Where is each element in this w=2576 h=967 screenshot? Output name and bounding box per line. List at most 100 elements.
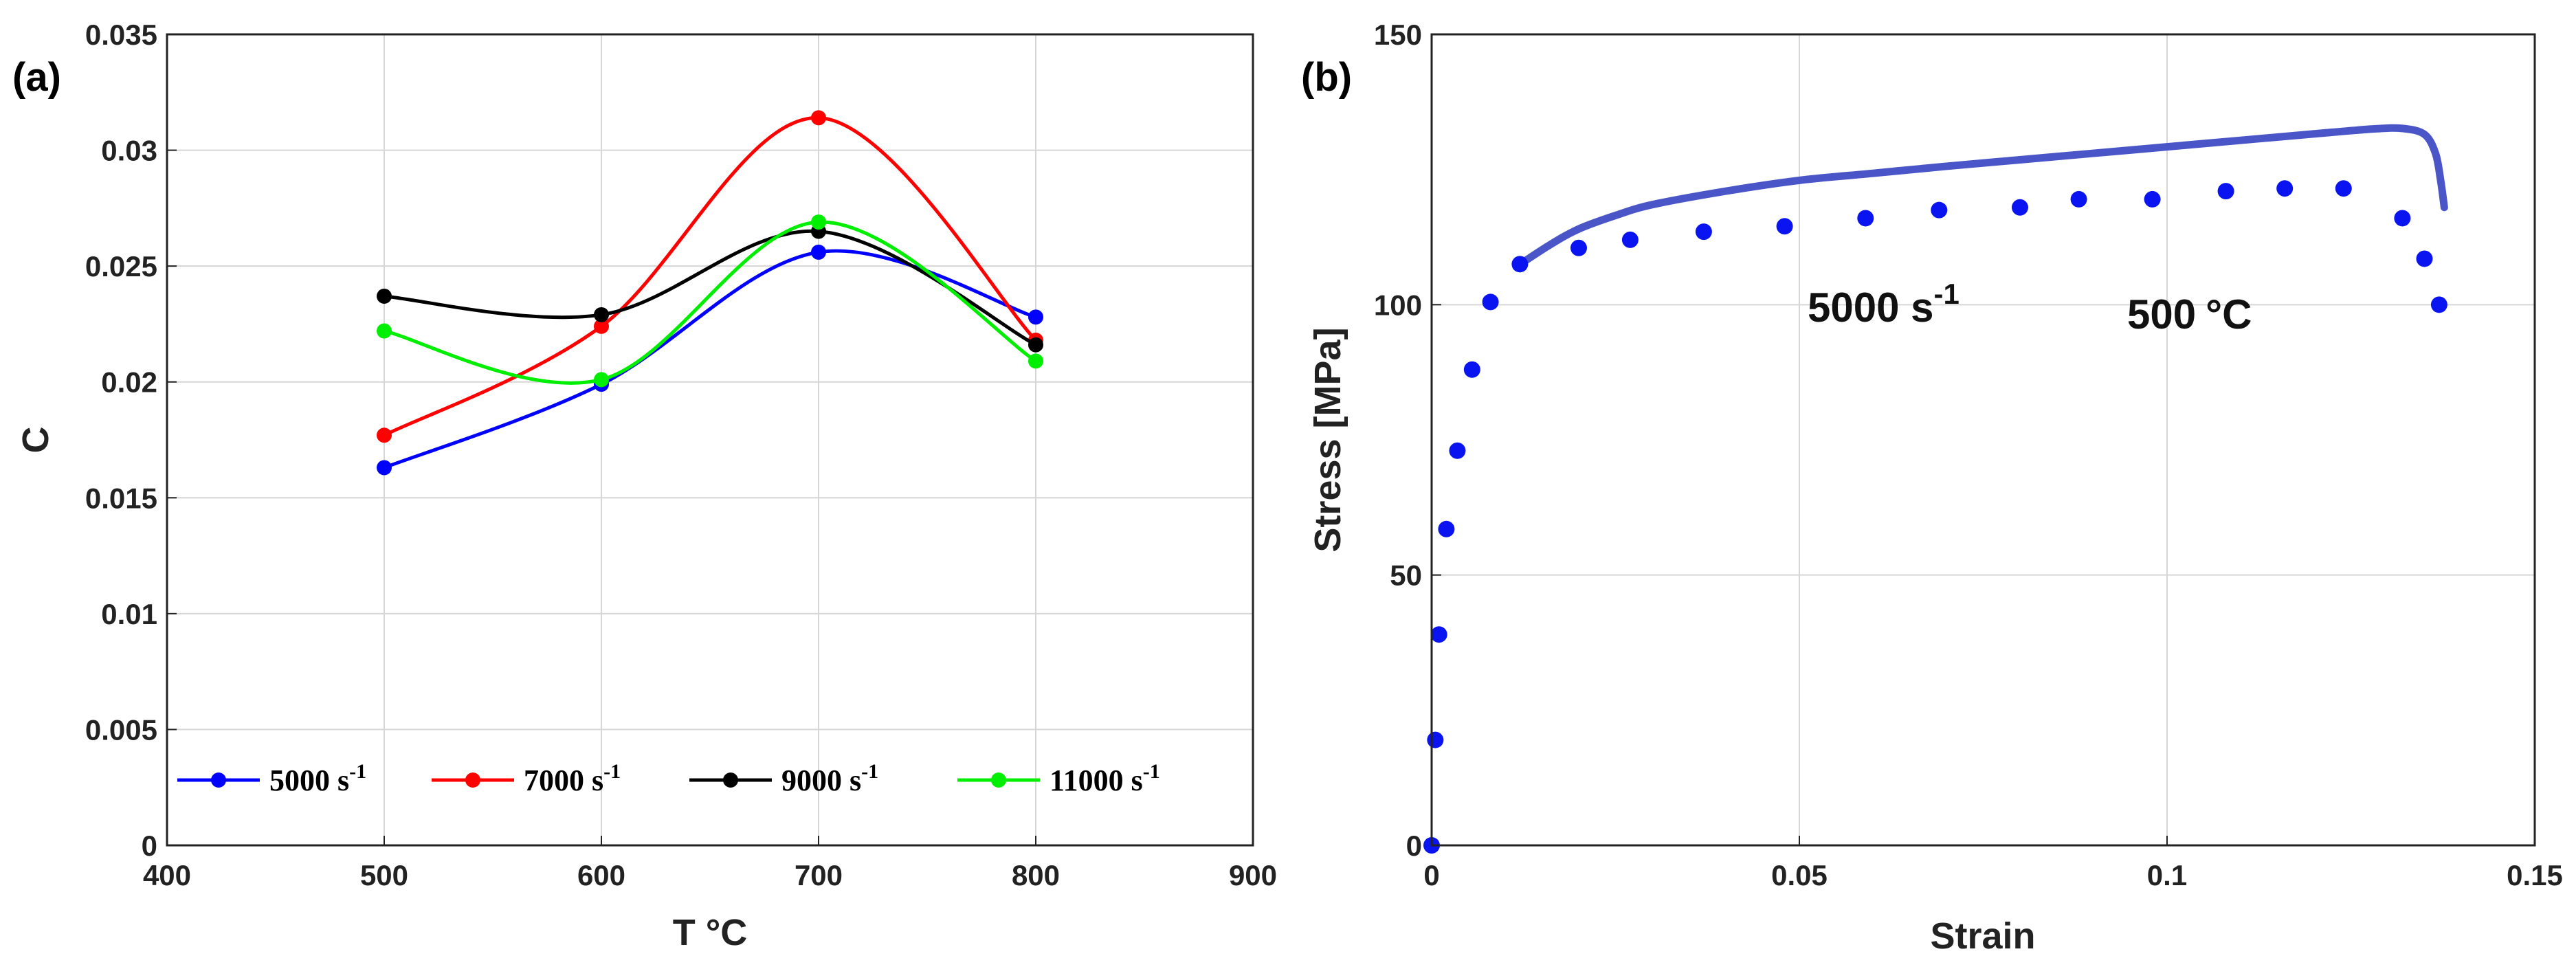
panel-a-y-ticks: 0 0.005 0.01 0.015 0.02 0.025 0.03 0.035 [85, 19, 177, 862]
annotation-temperature-unit: °C [2206, 291, 2252, 337]
series-point-experiment [1570, 239, 1587, 256]
series-point-11000 [1028, 353, 1043, 369]
panel-b: (b) 0 0.05 0.1 0.15 0 50 100 150 Strain Stress… [1301, 19, 2563, 957]
series-point-experiment [2012, 199, 2028, 216]
panel-a-x-ticks: 400 500 600 700 800 900 [143, 836, 1277, 891]
series-point-experiment [2070, 190, 2087, 208]
panel-a-y-tick-label: 0.01 [101, 598, 157, 630]
panel-b-x-ticks: 0 0.05 0.1 0.15 [1423, 836, 2563, 891]
panel-b-x-tick-label: 0.15 [2507, 859, 2563, 891]
series-point-7000 [377, 427, 392, 443]
panel-a-y-tick-label: 0 [142, 830, 157, 862]
series-point-experiment [2430, 296, 2447, 313]
legend-rate-value: 5000 s [269, 764, 349, 797]
series-line-model [1512, 124, 2448, 271]
series-line-11000 [384, 220, 1037, 385]
panel-b-y-tick-label: 100 [1374, 289, 1422, 321]
series-point-11000 [811, 214, 826, 230]
series-line-5000 [384, 249, 1036, 469]
series-point-experiment [2335, 180, 2352, 197]
legend-rate-exponent: -1 [603, 760, 621, 783]
series-point-5000 [811, 244, 826, 260]
series-point-experiment [2416, 250, 2433, 267]
series-point-5000 [1028, 309, 1043, 325]
annotation-strain-rate-exponent: -1 [1934, 278, 1959, 310]
legend-rate-exponent: -1 [1143, 760, 1160, 783]
panel-b-x-label: Strain [1930, 915, 2035, 957]
panel-b-y-label: Stress [MPa] [1307, 327, 1348, 552]
panel-a-x-tick-label: 700 [795, 859, 843, 891]
panel-b-y-tick-label: 150 [1374, 19, 1422, 51]
panel-b-y-tick-label: 50 [1390, 559, 1422, 592]
panel-b-x-tick-label: 0.1 [2147, 859, 2187, 891]
legend-marker-5000 [211, 773, 226, 788]
series-point-7000 [811, 110, 826, 126]
panel-a-x-tick-label: 400 [143, 859, 191, 891]
panel-b-y-tick-label: 0 [1406, 830, 1422, 862]
legend-label-11000: 11000 s-1 [1050, 760, 1160, 797]
panel-b-plot-frame [1430, 33, 2536, 847]
panel-a-series [377, 110, 1043, 476]
panel-b-series [1423, 124, 2448, 854]
series-point-experiment [2217, 183, 2234, 200]
panel-b-y-ticks: 0 50 100 150 [1374, 19, 1441, 862]
series-point-experiment [2394, 210, 2411, 227]
series-point-experiment [1430, 626, 1447, 643]
series-point-7000 [594, 318, 609, 334]
series-point-experiment [1482, 293, 1499, 311]
series-point-experiment [1511, 256, 1529, 273]
series-point-experiment [2144, 190, 2161, 208]
series-line-9000 [384, 229, 1037, 346]
panel-a-y-tick-label: 0.02 [101, 366, 157, 399]
legend-label-7000: 7000 s-1 [524, 760, 621, 797]
panel-a-y-tick-label: 0.025 [85, 250, 157, 282]
panel-a-label: (a) [12, 55, 61, 100]
annotation-strain-rate: 5000 s-1 [1808, 278, 1959, 331]
panel-a-x-label: T °C [673, 912, 748, 953]
panel-a-legend: 5000 s-1 7000 s-1 9000 s-1 11000 s-1 [177, 760, 1160, 797]
legend-marker-9000 [723, 773, 738, 788]
panel-a-y-tick-label: 0.005 [85, 713, 157, 746]
legend-rate-exponent: -1 [349, 760, 366, 783]
panel-b-x-tick-label: 0.05 [1771, 859, 1828, 891]
series-point-9000 [1028, 337, 1043, 353]
series-point-experiment [1931, 201, 1948, 219]
series-point-experiment [1463, 361, 1480, 378]
legend-marker-7000 [465, 773, 480, 788]
series-line-7000 [383, 115, 1037, 437]
panel-a-x-tick-label: 500 [360, 859, 408, 891]
legend-marker-11000 [991, 773, 1006, 788]
panel-a-x-tick-label: 900 [1229, 859, 1277, 891]
series-point-11000 [377, 323, 392, 339]
panel-a-y-tick-label: 0.035 [85, 19, 157, 51]
annotation-temperature-value: 500 [2127, 291, 2196, 337]
panel-a-y-tick-label: 0.03 [101, 135, 157, 167]
series-point-9000 [377, 288, 392, 304]
series-point-experiment [1695, 223, 1712, 241]
series-point-experiment [1427, 731, 1444, 748]
series-point-experiment [1776, 218, 1793, 235]
panel-a-y-label: C [15, 427, 56, 454]
panel-b-x-tick-label: 0 [1423, 859, 1439, 891]
series-point-experiment [1449, 442, 1466, 459]
series-point-9000 [594, 307, 609, 322]
series-point-experiment [1438, 520, 1455, 537]
annotation-temperature: 500 °C [2127, 291, 2252, 337]
panel-a-x-tick-label: 800 [1012, 859, 1060, 891]
series-point-experiment [1857, 210, 1874, 227]
panel-b-label: (b) [1301, 55, 1352, 100]
panel-a-grid [166, 34, 1254, 846]
legend-label-5000: 5000 s-1 [269, 760, 366, 797]
series-point-5000 [377, 460, 392, 476]
panel-a-x-tick-label: 600 [577, 859, 625, 891]
series-point-11000 [594, 372, 609, 388]
panel-a: (a) 400 500 600 700 800 900 0 0.005 0.01 0.015 0.… [12, 19, 1277, 953]
legend-label-9000: 9000 s-1 [781, 760, 878, 797]
annotation-strain-rate-value: 5000 s [1808, 285, 1934, 331]
panel-a-y-tick-label: 0.015 [85, 482, 157, 514]
legend-rate-value: 11000 s [1050, 764, 1143, 797]
legend-rate-value: 7000 s [524, 764, 603, 797]
panel-b-grid [1431, 34, 2535, 846]
panel-a-plot-frame [166, 33, 1254, 847]
